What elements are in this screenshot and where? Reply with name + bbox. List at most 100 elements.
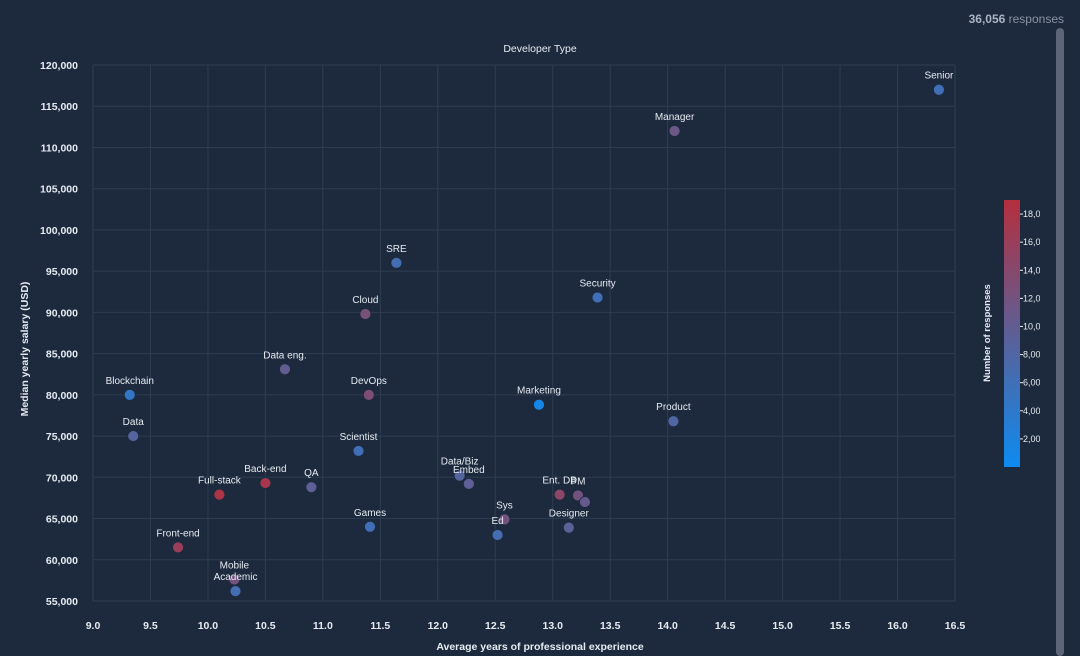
colorbar-tick-label: 12,000	[1023, 293, 1040, 303]
y-tick-label: 80,000	[46, 390, 78, 402]
data-point	[533, 398, 545, 411]
data-point	[229, 585, 242, 598]
point-label: Academic	[214, 572, 258, 583]
data-point	[553, 488, 566, 501]
point-label: Security	[579, 279, 615, 290]
point-label: Front-end	[156, 528, 199, 539]
point-label: Scientist	[340, 432, 378, 443]
data-point	[172, 541, 184, 554]
data-point	[933, 83, 945, 96]
x-tick-label: 15.5	[830, 620, 851, 632]
x-axis-label: Average years of professional experience	[436, 641, 644, 653]
point-label: Senior	[924, 71, 954, 82]
data-point	[228, 573, 241, 586]
data-point	[279, 363, 291, 376]
data-point	[352, 445, 365, 457]
y-axis-ticks: 55,000 60,000 65,000 70,000 75,000 80,000 85,0…	[40, 60, 78, 608]
y-tick-label: 105,000	[40, 184, 78, 196]
y-tick-label: 100,000	[40, 225, 78, 237]
point-label: Back-end	[244, 464, 286, 475]
colorbar-tick-label: 18,000	[1023, 209, 1040, 219]
data-points: Senior Manager SRE Security Cloud Data eng. Bl…	[106, 71, 954, 598]
point-label: Ent. DB	[542, 476, 577, 487]
x-tick-label: 15.0	[772, 620, 793, 632]
response-count: 36,056 responses	[969, 12, 1064, 26]
data-point	[453, 469, 466, 482]
colorbar-ticks: 2,000 4,000 6,000 8,000 10,000 12,000 14,000 16…	[1020, 209, 1040, 444]
point-label: Games	[354, 508, 386, 519]
point-label: Blockchain	[106, 376, 154, 387]
data-point	[390, 257, 403, 269]
y-tick-label: 95,000	[46, 266, 78, 278]
point-label: Full-stack	[198, 476, 242, 487]
point-label: Data	[123, 417, 145, 428]
data-point	[498, 513, 511, 526]
point-label: QA	[304, 468, 319, 479]
data-point	[491, 529, 504, 541]
point-label: Designer	[549, 509, 590, 520]
colorbar-gradient	[1004, 200, 1020, 467]
chart-title: Developer Type	[503, 43, 577, 55]
point-label: Sys	[496, 500, 513, 511]
y-axis-label: Median yearly salary (USD)	[19, 282, 31, 417]
x-tick-label: 11.5	[370, 620, 390, 632]
data-point	[591, 291, 604, 304]
x-tick-label: 16.5	[945, 620, 966, 632]
data-point	[362, 388, 375, 401]
y-tick-label: 120,000	[40, 60, 78, 72]
x-tick-label: 9.5	[143, 620, 158, 632]
x-tick-label: 10.0	[198, 620, 219, 632]
x-tick-label: 10.5	[255, 620, 276, 632]
y-tick-label: 115,000	[41, 101, 79, 113]
data-point	[123, 388, 136, 401]
colorbar-tick-label: 10,000	[1023, 321, 1040, 331]
response-count-suffix: responses	[1005, 12, 1064, 26]
colorbar: 2,000 4,000 6,000 8,000 10,000 12,000 14,000 16…	[982, 200, 1040, 467]
colorbar-tick-label: 16,000	[1023, 237, 1040, 247]
y-tick-label: 55,000	[46, 596, 78, 608]
x-tick-label: 9.0	[86, 620, 101, 632]
data-point	[364, 520, 376, 533]
point-label: Cloud	[352, 295, 378, 306]
response-count-value: 36,056	[968, 12, 1006, 26]
data-point	[127, 430, 140, 442]
grid-lines	[92, 64, 956, 602]
point-label: PM	[571, 476, 586, 487]
point-label: Manager	[655, 112, 695, 123]
point-label: Marketing	[517, 386, 561, 397]
x-tick-label: 12.0	[428, 620, 449, 632]
point-label: SRE	[386, 244, 407, 255]
point-label: Ed	[491, 516, 503, 527]
x-tick-label: 13.5	[600, 620, 621, 632]
data-point	[359, 308, 372, 320]
point-label: DevOps	[351, 376, 387, 387]
data-point	[213, 488, 226, 501]
salary-experience-scatter: Developer Type 9.0 9.5 10.0 10.5 11.0 11.5 12.…	[19, 43, 1040, 653]
data-point	[259, 477, 272, 489]
x-tick-label: 11.0	[313, 620, 333, 632]
data-point	[579, 496, 591, 508]
point-label: Mobile	[220, 561, 250, 572]
y-tick-label: 75,000	[46, 431, 78, 443]
x-axis-ticks: 9.0 9.5 10.0 10.5 11.0 11.5 12.0 12.5 13.0 13.5 14…	[86, 620, 966, 632]
x-tick-label: 13.0	[543, 620, 564, 632]
colorbar-tick-label: 2,000	[1023, 434, 1040, 444]
colorbar-tick-label: 4,000	[1023, 406, 1040, 416]
point-label: Product	[656, 402, 691, 413]
page-scrollbar[interactable]	[1056, 28, 1064, 656]
x-tick-label: 14.0	[657, 620, 678, 632]
y-tick-label: 70,000	[46, 472, 78, 484]
point-label: Data/Biz	[441, 457, 479, 468]
colorbar-tick-label: 14,000	[1023, 265, 1040, 275]
y-tick-label: 110,000	[41, 142, 79, 154]
colorbar-title: Number of responses	[982, 284, 993, 382]
data-point	[305, 481, 318, 494]
x-tick-label: 16.0	[887, 620, 908, 632]
x-tick-label: 12.5	[485, 620, 506, 632]
colorbar-tick-label: 8,000	[1023, 350, 1040, 360]
data-point	[462, 478, 475, 490]
data-point	[562, 521, 575, 534]
y-tick-label: 60,000	[46, 555, 78, 567]
y-tick-label: 65,000	[46, 514, 78, 526]
y-tick-label: 85,000	[46, 349, 78, 361]
